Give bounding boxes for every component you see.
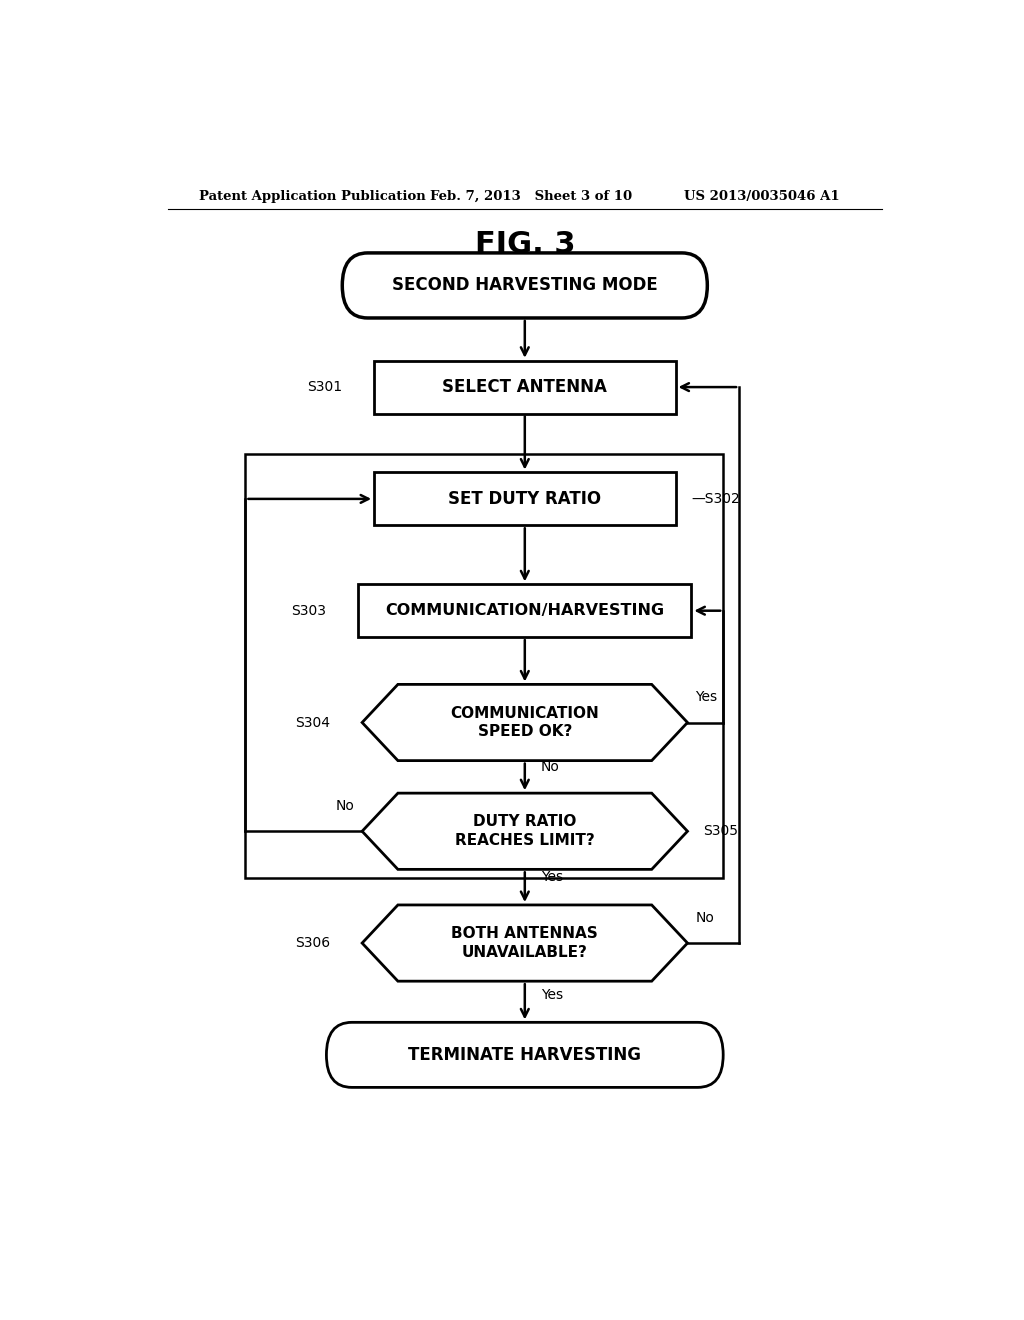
FancyBboxPatch shape	[374, 473, 676, 525]
Polygon shape	[362, 793, 687, 870]
Text: DUTY RATIO
REACHES LIMIT?: DUTY RATIO REACHES LIMIT?	[455, 814, 595, 847]
Text: SELECT ANTENNA: SELECT ANTENNA	[442, 378, 607, 396]
Text: SET DUTY RATIO: SET DUTY RATIO	[449, 490, 601, 508]
Text: US 2013/0035046 A1: US 2013/0035046 A1	[684, 190, 839, 202]
Text: COMMUNICATION/HARVESTING: COMMUNICATION/HARVESTING	[385, 603, 665, 618]
Text: No: No	[335, 799, 354, 813]
Text: FIG. 3: FIG. 3	[474, 230, 575, 259]
Text: Feb. 7, 2013   Sheet 3 of 10: Feb. 7, 2013 Sheet 3 of 10	[430, 190, 632, 202]
Text: BOTH ANTENNAS
UNAVAILABLE?: BOTH ANTENNAS UNAVAILABLE?	[452, 927, 598, 960]
FancyBboxPatch shape	[374, 360, 676, 413]
Text: SECOND HARVESTING MODE: SECOND HARVESTING MODE	[392, 276, 657, 294]
FancyBboxPatch shape	[342, 253, 708, 318]
Text: COMMUNICATION
SPEED OK?: COMMUNICATION SPEED OK?	[451, 706, 599, 739]
FancyBboxPatch shape	[327, 1022, 723, 1088]
Text: TERMINATE HARVESTING: TERMINATE HARVESTING	[409, 1045, 641, 1064]
Text: S303: S303	[292, 603, 327, 618]
Text: No: No	[541, 760, 559, 774]
FancyBboxPatch shape	[358, 585, 691, 638]
Text: S305: S305	[703, 824, 738, 838]
Text: Yes: Yes	[541, 870, 563, 884]
Text: Yes: Yes	[541, 987, 563, 1002]
Text: S301: S301	[307, 380, 342, 395]
Polygon shape	[362, 906, 687, 981]
Polygon shape	[362, 684, 687, 760]
Text: —S302: —S302	[691, 492, 740, 506]
Text: Patent Application Publication: Patent Application Publication	[200, 190, 426, 202]
Bar	[246, 454, 723, 878]
Text: S304: S304	[295, 715, 331, 730]
Text: No: No	[695, 911, 715, 924]
Text: Yes: Yes	[695, 690, 718, 704]
Text: S306: S306	[295, 936, 331, 950]
